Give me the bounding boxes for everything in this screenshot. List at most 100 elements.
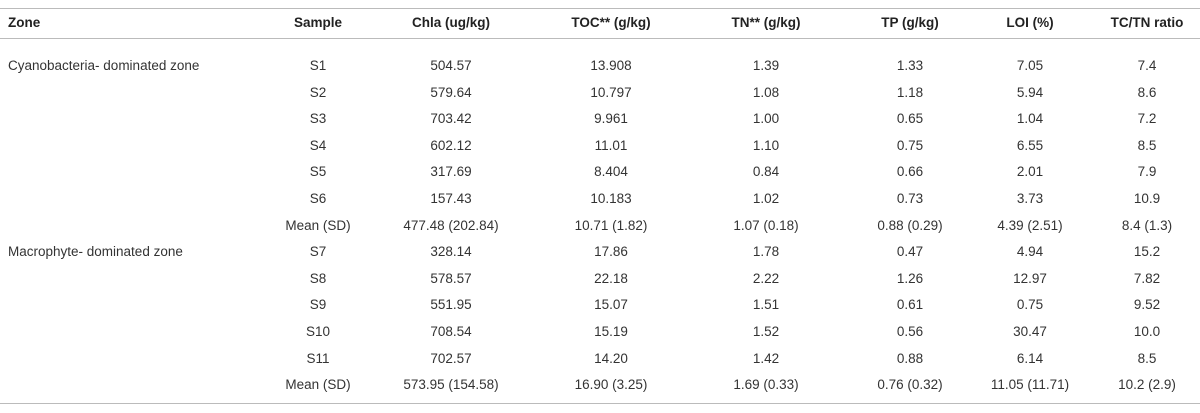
value-cell: 8.5 — [1137, 137, 1157, 153]
sample-cell: S6 — [309, 191, 327, 206]
value-cell: 8.6 — [1137, 84, 1157, 100]
value-cell: 573.95 (154.58) — [403, 377, 499, 393]
value-cell: 8.404 — [594, 164, 628, 180]
column-header: TN** (g/kg) — [731, 15, 801, 30]
value-cell: 14.20 — [594, 350, 628, 366]
value-cell: 4.39 (2.51) — [997, 217, 1063, 233]
column-header: Chla (ug/kg) — [412, 15, 490, 30]
value-cell: 0.75 — [1016, 297, 1044, 313]
column-header: TP (g/kg) — [881, 15, 939, 30]
value-cell: 1.51 — [752, 297, 780, 313]
value-cell: 0.61 — [896, 297, 924, 313]
bottom-rule — [0, 403, 1200, 404]
value-cell: 0.47 — [896, 244, 924, 260]
value-cell: 1.33 — [896, 58, 924, 73]
sample-cell: S1 — [309, 58, 327, 73]
column-header: LOI (%) — [1006, 15, 1054, 30]
value-cell: 1.18 — [896, 84, 924, 100]
value-cell: 0.88 — [896, 350, 924, 366]
value-cell: 2.22 — [752, 270, 780, 286]
value-cell: 11.05 (11.71) — [990, 377, 1070, 393]
value-cell: 0.56 — [896, 324, 924, 339]
value-cell: 1.52 — [752, 324, 780, 339]
value-cell: 1.78 — [752, 244, 780, 260]
value-cell: 1.04 — [1016, 111, 1044, 127]
value-cell: 317.69 — [430, 164, 472, 180]
column-header: Sample — [293, 15, 343, 30]
value-cell: 22.18 — [594, 270, 628, 286]
value-cell: 15.2 — [1133, 244, 1161, 260]
value-cell: 0.65 — [896, 111, 924, 127]
sample-cell: S8 — [309, 270, 327, 286]
value-cell: 1.69 (0.33) — [733, 377, 799, 393]
value-cell: 16.90 (3.25) — [574, 377, 648, 393]
sample-cell: Mean (SD) — [285, 217, 351, 233]
value-cell: 10.0 — [1133, 324, 1161, 339]
value-cell: 10.9 — [1133, 191, 1161, 206]
value-cell: 15.07 — [594, 297, 628, 313]
value-cell: 5.94 — [1016, 84, 1044, 100]
value-cell: 7.82 — [1133, 270, 1161, 286]
value-cell: 0.76 (0.32) — [877, 377, 943, 393]
sample-cell: S7 — [309, 244, 327, 260]
sample-cell: S11 — [306, 350, 330, 366]
value-cell: 30.47 — [1013, 324, 1047, 339]
value-cell: 6.55 — [1016, 137, 1044, 153]
value-cell: 17.86 — [594, 244, 628, 260]
value-cell: 578.57 — [430, 270, 472, 286]
value-cell: 1.00 — [752, 111, 780, 127]
value-cell: 10.183 — [590, 191, 632, 206]
value-cell: 1.08 — [752, 84, 780, 100]
value-cell: 328.14 — [430, 244, 472, 260]
value-cell: 7.2 — [1137, 111, 1157, 127]
value-cell: 13.908 — [590, 58, 632, 73]
value-cell: 0.88 (0.29) — [877, 217, 943, 233]
value-cell: 157.43 — [430, 191, 472, 206]
column-header: TOC** (g/kg) — [571, 15, 651, 30]
sample-cell: Mean (SD) — [285, 377, 351, 393]
value-cell: 8.5 — [1137, 350, 1157, 366]
value-cell: 3.73 — [1016, 191, 1044, 206]
column-header: TC/TN ratio — [1110, 15, 1184, 30]
value-cell: 10.2 (2.9) — [1118, 377, 1176, 393]
value-cell: 1.07 (0.18) — [733, 217, 799, 233]
value-cell: 10.797 — [590, 84, 632, 100]
value-cell: 9.961 — [594, 111, 628, 127]
sample-cell: S2 — [309, 84, 327, 100]
value-cell: 0.75 — [896, 137, 924, 153]
header-rule — [0, 38, 1200, 39]
value-cell: 4.94 — [1016, 244, 1044, 260]
sample-cell: S9 — [309, 297, 327, 313]
sample-cell: S5 — [309, 164, 327, 180]
sample-cell: S10 — [305, 324, 331, 339]
value-cell: 9.52 — [1133, 297, 1161, 313]
value-cell: 0.73 — [896, 191, 924, 206]
value-cell: 1.42 — [752, 350, 780, 366]
value-cell: 10.71 (1.82) — [574, 217, 648, 233]
value-cell: 703.42 — [430, 111, 472, 127]
value-cell: 477.48 (202.84) — [403, 217, 499, 233]
value-cell: 7.05 — [1016, 58, 1044, 73]
top-rule — [0, 8, 1200, 9]
value-cell: 7.4 — [1137, 58, 1157, 73]
value-cell: 602.12 — [430, 137, 472, 153]
value-cell: 1.10 — [752, 137, 780, 153]
value-cell: 1.02 — [752, 191, 780, 206]
zone-label: Macrophyte- dominated zone — [8, 244, 183, 260]
value-cell: 0.84 — [752, 164, 780, 180]
value-cell: 1.39 — [752, 58, 780, 73]
zone-label: Cyanobacteria- dominated zone — [8, 58, 200, 73]
value-cell: 15.19 — [594, 324, 628, 339]
value-cell: 0.66 — [896, 164, 924, 180]
value-cell: 708.54 — [430, 324, 472, 339]
sample-cell: S3 — [309, 111, 327, 127]
value-cell: 2.01 — [1016, 164, 1044, 180]
value-cell: 579.64 — [430, 84, 472, 100]
value-cell: 551.95 — [430, 297, 472, 313]
value-cell: 7.9 — [1137, 164, 1157, 180]
column-header: Zone — [8, 15, 41, 30]
value-cell: 8.4 (1.3) — [1121, 217, 1173, 233]
value-cell: 6.14 — [1016, 350, 1044, 366]
value-cell: 1.26 — [896, 270, 924, 286]
